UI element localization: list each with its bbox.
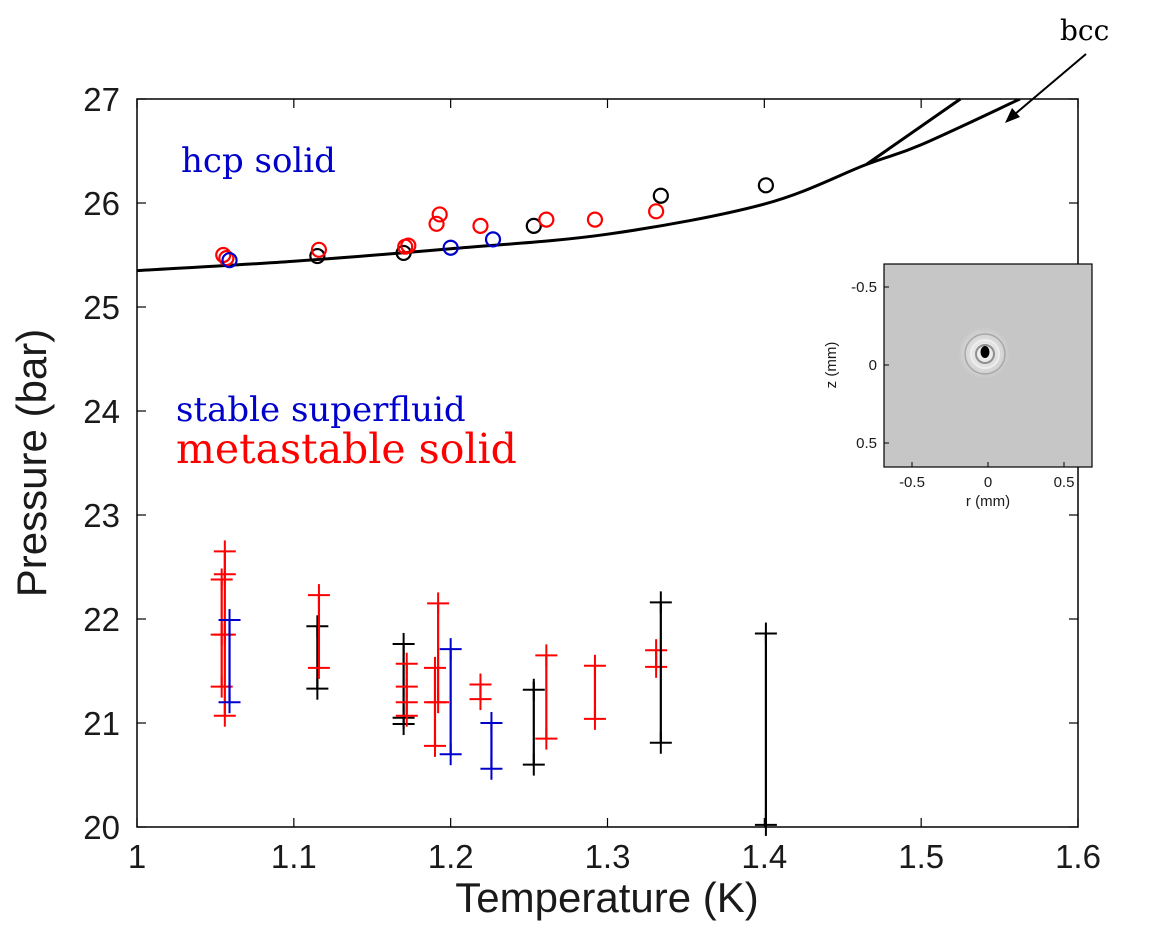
circle-marker — [484, 231, 502, 248]
x-axis-ticks: 1 1.1 1.2 1.3 1.4 1.5 1.6 — [128, 99, 1101, 875]
error-bar — [213, 540, 236, 727]
y-axis-ticks: 20 21 22 23 24 25 26 27 — [83, 81, 1078, 846]
error-bar — [535, 644, 558, 750]
error-bar — [427, 592, 450, 714]
inset-ring-middle — [970, 339, 1000, 369]
y-tick-label: 26 — [83, 185, 120, 222]
circle-marker — [309, 247, 326, 265]
error-bar — [423, 656, 446, 757]
inset-x-axis-title: r (mm) — [966, 493, 1010, 510]
error-bar — [306, 615, 329, 700]
circle-marker — [472, 217, 489, 234]
inset-x-tick-label: -0.5 — [899, 474, 925, 491]
circle-markers — [215, 177, 775, 269]
circle-marker — [221, 252, 238, 269]
bcc-arrow-head — [1005, 108, 1020, 123]
inset-y-axis-title: z (mm) — [823, 342, 840, 389]
circle-marker — [431, 206, 448, 223]
circle-marker — [428, 215, 445, 232]
x-tick-label: 1.2 — [428, 838, 474, 875]
y-tick-label: 24 — [83, 393, 120, 430]
inset-y-tick-label: -0.5 — [851, 279, 877, 296]
x-tick-label: 1.6 — [1055, 838, 1101, 875]
circle-marker — [525, 217, 542, 234]
annotation-stable-superfluid: stable superfluid — [176, 390, 466, 430]
error-bar — [645, 639, 668, 678]
inset-image-panel: -0.5 0 0.5 -0.5 0 0.5 r (mm) z (mm) — [823, 263, 1093, 510]
annotation-bcc: bcc — [1060, 14, 1109, 47]
error-bar — [480, 712, 503, 780]
error-bar — [754, 622, 777, 836]
error-bar — [469, 673, 492, 711]
circle-marker — [648, 203, 665, 220]
error-bar — [395, 652, 418, 727]
y-tick-label: 21 — [83, 705, 120, 742]
annotation-metastable-solid: metastable solid — [176, 425, 517, 473]
x-tick-label: 1.1 — [271, 838, 317, 875]
circle-marker — [442, 239, 459, 256]
bcc-boundary-line — [865, 97, 962, 166]
error-bars — [210, 540, 777, 836]
x-tick-label: 1.3 — [585, 838, 631, 875]
inset-x-tick-label: 0.5 — [1054, 474, 1075, 491]
error-bar — [392, 632, 415, 736]
inset-y-tick-label: 0 — [869, 357, 877, 374]
y-axis-title: Pressure (bar) — [8, 329, 55, 597]
circle-marker — [652, 187, 669, 204]
y-tick-label: 27 — [83, 81, 120, 118]
circle-marker — [586, 211, 604, 228]
x-tick-label: 1.4 — [741, 838, 787, 875]
y-tick-label: 22 — [83, 601, 120, 638]
circle-marker — [757, 177, 775, 194]
bcc-arrow-shaft — [1007, 53, 1087, 121]
inset-ring-inner — [975, 344, 995, 364]
inset-droplet — [980, 346, 990, 358]
error-bar — [307, 584, 330, 679]
inset-ring-outer — [964, 333, 1006, 375]
circle-marker — [538, 211, 555, 228]
x-tick-label: 1.5 — [898, 838, 944, 875]
circle-marker — [310, 241, 328, 258]
error-bar — [649, 591, 672, 754]
inset-x-tick-label: 0 — [984, 474, 992, 491]
error-bar — [218, 609, 241, 714]
error-bar — [439, 638, 462, 766]
circle-marker — [400, 237, 417, 254]
y-tick-label: 23 — [83, 497, 120, 534]
melting-curve-line — [137, 99, 1021, 273]
error-bar — [583, 654, 606, 730]
error-bar — [522, 678, 545, 776]
annotation-hcp-solid: hcp solid — [181, 141, 336, 181]
circle-marker — [218, 250, 235, 267]
inset-y-tick-label: 0.5 — [856, 435, 877, 452]
y-tick-label: 20 — [83, 809, 120, 846]
x-axis-title: Temperature (K) — [455, 874, 758, 921]
y-tick-label: 25 — [83, 289, 120, 326]
x-tick-label: 1 — [128, 838, 146, 875]
